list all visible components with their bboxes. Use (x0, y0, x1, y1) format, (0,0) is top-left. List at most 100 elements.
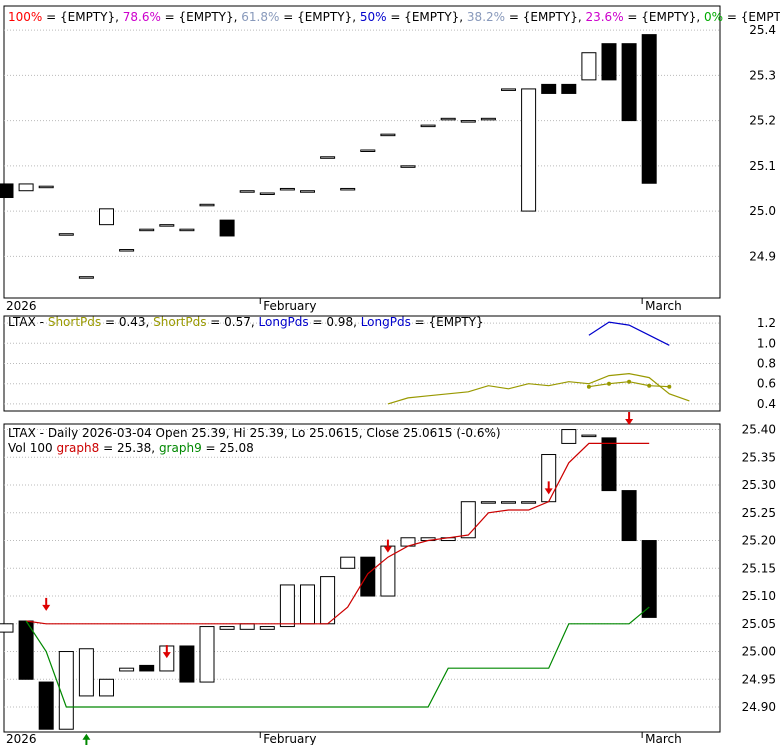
candle (621, 490, 637, 542)
panel-legend-part: = 0.43, (101, 315, 153, 329)
y-tick-label: 25.4 (749, 23, 776, 37)
candle (501, 88, 516, 91)
y-tick-label: 24.9 (749, 249, 776, 263)
candle (78, 276, 94, 279)
candle (239, 190, 255, 193)
candle (561, 83, 577, 94)
y-tick-label: 25.35 (742, 450, 776, 464)
sell-arrow-head (383, 546, 392, 553)
panel-legend-part: 50% (360, 10, 387, 24)
pds-indicator-panel: 0.4 0.6 0.8 1.0 1.2 LTAX - ShortPds = 0.43, S… (3, 315, 776, 412)
candle (460, 501, 476, 539)
graph8-line (26, 442, 650, 625)
panel-legend-part: Vol 100 (8, 441, 57, 455)
panel-title: LTAX - Daily 2026-03-04 Open 25.39, Hi 2… (8, 426, 501, 440)
candle (601, 437, 617, 492)
panel-legend-part: ShortPds (153, 315, 206, 329)
candle (259, 192, 275, 195)
x-tick-label: February (263, 299, 316, 313)
candle (18, 620, 34, 680)
buy-arrow-head (82, 733, 91, 740)
y-tick-label: 25.30 (742, 478, 776, 492)
candle (380, 545, 396, 597)
candle (199, 203, 215, 207)
candle (521, 501, 537, 504)
sell-arrow-head (162, 652, 171, 659)
panel-legend-part: = {EMPTY}, (42, 10, 122, 24)
candle (119, 249, 135, 252)
candle (279, 187, 295, 191)
candle (340, 556, 356, 569)
candle (521, 88, 537, 212)
panel-legend: 100% = {EMPTY}, 78.6% = {EMPTY}, 61.8% =… (8, 10, 780, 24)
panel-legend-part: = {EMPTY} (723, 10, 780, 24)
candle (58, 233, 74, 236)
y-tick-label: 25.00 (742, 645, 776, 659)
LongPds-line (588, 321, 670, 346)
y-tick-label: 25.2 (749, 114, 776, 128)
series-point (647, 383, 652, 388)
candle (199, 626, 215, 683)
ShortPds-line (387, 372, 690, 405)
candle (581, 52, 597, 81)
y-tick-label: 25.1 (749, 159, 776, 173)
candle (380, 133, 396, 137)
panel-legend-part: 23.6% (585, 10, 623, 24)
candle (561, 429, 577, 444)
y-tick-label: 0.4 (757, 397, 776, 411)
candle (159, 224, 175, 227)
candle (420, 124, 436, 128)
candle (18, 183, 34, 192)
y-tick-label: 25.20 (742, 534, 776, 548)
sell-arrow-head (625, 419, 634, 425)
candle (641, 34, 657, 184)
candle (38, 681, 54, 730)
panel-legend-part: ShortPds (48, 315, 101, 329)
candle (541, 83, 557, 94)
candle (300, 190, 315, 193)
panel-legend-part: = 0.57, (206, 315, 258, 329)
y-tick-label: 25.3 (749, 68, 776, 82)
y-tick-label: 25.05 (742, 617, 776, 631)
panel-legend-part: 100% (8, 10, 42, 24)
candle (259, 626, 275, 630)
y-tick-label: 25.15 (742, 561, 776, 575)
sell-arrow-head (544, 488, 553, 495)
graph9-line (25, 606, 650, 708)
x-tick-label: March (645, 299, 682, 313)
candle (621, 43, 637, 122)
panel-legend-part: graph9 (159, 441, 202, 455)
main-price-panel: 24.9 25.0 25.1 25.2 25.3 25.4 2026 February Marc… (0, 5, 780, 313)
panel-legend-part: = {EMPTY} (411, 315, 484, 329)
candle (480, 117, 496, 121)
candle (139, 664, 155, 672)
candle (99, 678, 114, 697)
candle (179, 645, 195, 683)
y-tick-label: 25.0 (749, 204, 776, 218)
candle (360, 149, 376, 152)
candle (219, 219, 235, 237)
y-tick-label: 0.8 (757, 357, 776, 371)
panel-legend-part: = 25.08 (202, 441, 254, 455)
candle (340, 187, 356, 191)
panel-legend-part: = {EMPTY}, (624, 10, 704, 24)
panel-legend-part: 0% (704, 10, 723, 24)
candle (501, 501, 516, 504)
series-point (607, 381, 611, 386)
panel-legend: Vol 100 graph8 = 25.38, graph9 = 25.08 (8, 441, 254, 455)
series-point (627, 379, 632, 384)
candle (400, 165, 416, 168)
candle (119, 667, 135, 672)
candle (139, 228, 155, 232)
x-tick-label: February (263, 732, 316, 745)
sell-arrow-head (42, 604, 51, 611)
panel-legend-part: = {EMPTY}, (279, 10, 359, 24)
candle (300, 584, 315, 625)
candle (219, 626, 235, 630)
y-tick-label: 1.2 (757, 316, 776, 330)
panel-legend-part: LTAX - (8, 315, 48, 329)
panel-legend-part: LongPds (361, 315, 411, 329)
panel-legend: LTAX - ShortPds = 0.43, ShortPds = 0.57,… (8, 315, 484, 329)
candle (641, 540, 657, 618)
